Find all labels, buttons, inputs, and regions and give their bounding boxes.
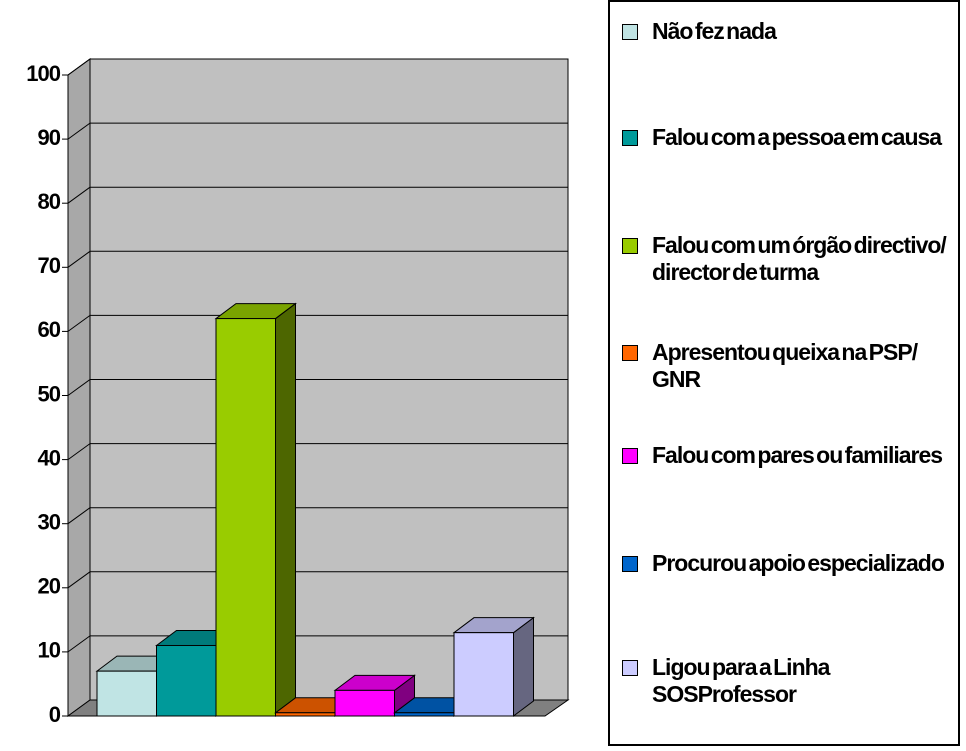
bar — [394, 712, 455, 717]
legend-swatch — [622, 345, 638, 361]
y-tick-label: 100 — [26, 61, 60, 86]
legend-swatch — [622, 660, 638, 676]
legend-label: Apresentou queixa na PSP/ GNR — [652, 339, 918, 392]
grid-line — [67, 122, 91, 140]
bar — [156, 644, 217, 717]
legend-swatch — [622, 448, 638, 464]
grid-line — [67, 635, 91, 653]
legend-label: Ligou para a Linha SOSProfessor — [652, 654, 830, 707]
bar — [96, 670, 157, 717]
grid-line — [67, 571, 91, 589]
grid-line — [67, 186, 91, 204]
legend-label: Falou com um órgão directivo/ director d… — [652, 232, 947, 285]
y-tick-label: 70 — [38, 253, 61, 278]
bar — [453, 632, 514, 717]
grid-line — [67, 314, 91, 332]
bar — [275, 712, 336, 717]
bar — [334, 689, 395, 717]
y-tick-label: 10 — [38, 638, 61, 663]
y-tick-label: 20 — [38, 574, 61, 599]
y-tick-label: 60 — [38, 317, 61, 342]
legend-label: Não fez nada — [652, 18, 777, 44]
legend-label: Falou com pares ou familiares — [652, 442, 943, 468]
grid-line — [67, 507, 91, 525]
grid-line — [67, 379, 91, 396]
y-tick-label: 40 — [38, 445, 61, 470]
bar-side — [275, 302, 296, 717]
legend-label: Falou com a pessoa em causa — [652, 124, 942, 150]
legend: Não fez nada Falou com a pessoa em causa F… — [608, 0, 960, 746]
y-tick-label: 30 — [38, 510, 61, 535]
grid-line — [67, 443, 91, 461]
y-tick-label: 90 — [38, 125, 61, 150]
legend-label: Procurou apoio especializado — [652, 550, 945, 576]
bar-side — [513, 616, 534, 717]
grid-line — [67, 250, 91, 268]
legend-swatch — [622, 130, 638, 146]
y-tick-label: 50 — [38, 381, 61, 406]
y-tick-label: 80 — [38, 189, 61, 214]
y-tick-label: 0 — [49, 702, 61, 727]
chart: 0 10 20 30 40 50 60 70 80 90 100 — [26, 58, 570, 727]
bar — [215, 318, 276, 717]
legend-swatch — [622, 24, 638, 40]
legend-swatch — [622, 556, 638, 572]
legend-swatch — [622, 238, 638, 254]
grid-line — [67, 58, 91, 76]
